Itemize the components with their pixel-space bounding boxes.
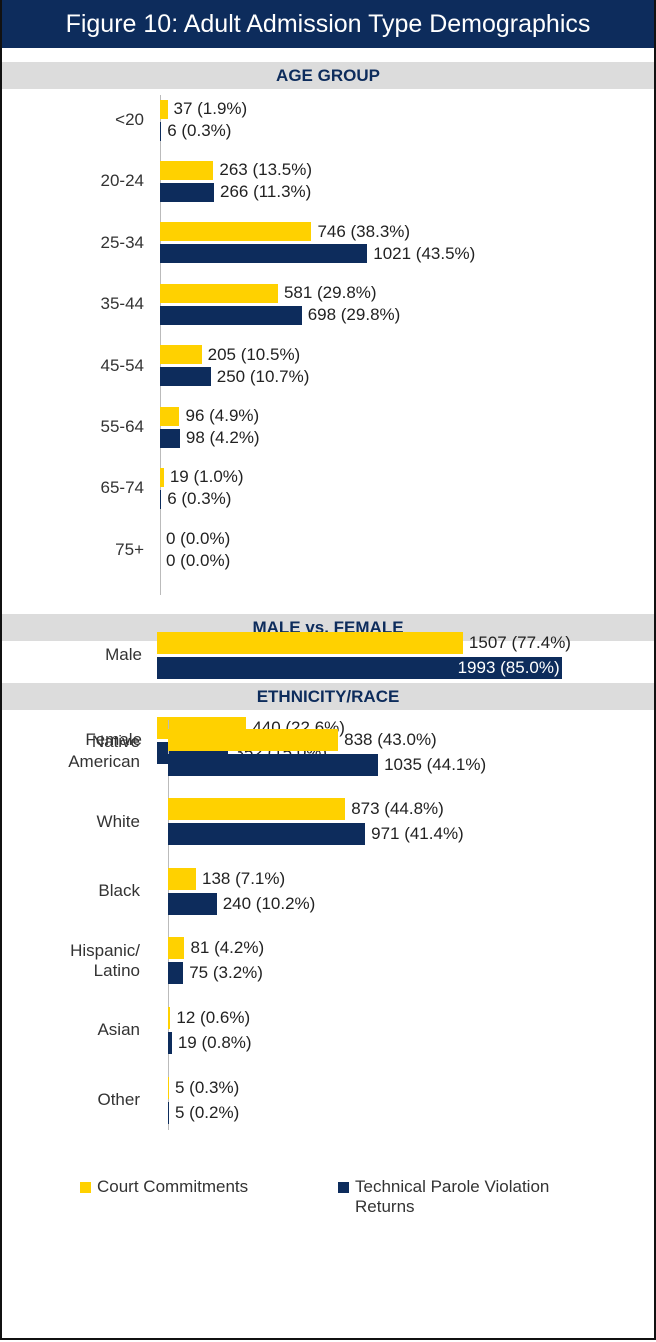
bar xyxy=(168,1006,171,1029)
bar xyxy=(160,406,180,426)
value-label: 1507 (77.4%) xyxy=(468,632,571,652)
value-label: 12 (0.6%) xyxy=(176,1007,251,1027)
bar xyxy=(160,182,214,202)
category-label: 35-44 xyxy=(100,294,144,314)
axis-line xyxy=(168,720,169,1130)
category-label: Native American xyxy=(68,732,140,771)
value-label: 838 (43.0%) xyxy=(344,729,437,749)
category-label: Other xyxy=(97,1090,140,1109)
value-label: 6 (0.3%) xyxy=(167,489,232,509)
bar xyxy=(168,798,346,821)
category-label: Asian xyxy=(97,1020,140,1040)
bar xyxy=(168,1031,172,1054)
category-label: Male xyxy=(105,645,142,664)
category-label: Black xyxy=(98,881,140,901)
category-label: 45-54 xyxy=(100,355,144,375)
bar xyxy=(157,656,562,679)
bar xyxy=(160,244,368,264)
value-label: 75 (3.2%) xyxy=(189,963,263,983)
value-label: 98 (4.2%) xyxy=(185,428,260,447)
bar xyxy=(168,1076,169,1099)
value-label: 698 (29.8%) xyxy=(307,305,401,325)
value-label: 240 (10.2%) xyxy=(222,893,316,913)
bar xyxy=(168,937,185,960)
panel-title: ETHNICITY/RACE xyxy=(2,683,654,710)
category-label: 75+ xyxy=(115,539,144,559)
bar xyxy=(160,345,202,365)
value-label: 266 (11.3%) xyxy=(219,182,312,202)
value-label: 263 (13.5%) xyxy=(219,160,312,180)
value-label: 205 (10.5%) xyxy=(207,344,301,364)
category-label: Hispanic/ Latino xyxy=(70,940,140,980)
value-label: 746 (38.3%) xyxy=(317,221,411,241)
value-label: 37 (1.9%) xyxy=(173,99,248,118)
value-label: 1035 (44.1%) xyxy=(384,754,487,774)
value-label: 581 (29.8%) xyxy=(283,283,377,303)
value-label: 1993 (85.0%) xyxy=(457,657,560,677)
bar xyxy=(168,1101,169,1124)
legend-swatch xyxy=(80,1182,91,1193)
category-label: 25-34 xyxy=(100,232,144,252)
value-label: 6 (0.3%) xyxy=(167,121,232,140)
bar xyxy=(160,428,180,448)
value-label: 0 (0.0%) xyxy=(166,550,231,570)
bar xyxy=(168,823,366,846)
value-label: 0 (0.0%) xyxy=(166,528,231,548)
bar xyxy=(160,489,162,509)
bar xyxy=(160,283,278,303)
panel-title: AGE GROUP xyxy=(2,62,654,89)
bar xyxy=(160,160,214,180)
category-label: White xyxy=(96,811,140,831)
legend-swatch xyxy=(338,1182,349,1193)
bar xyxy=(157,631,463,654)
value-label: 96 (4.9%) xyxy=(185,406,260,425)
bar xyxy=(168,753,379,776)
figure-title: Figure 10: Adult Admission Type Demograp… xyxy=(2,0,654,48)
value-label: 5 (0.2%) xyxy=(175,1102,240,1122)
bar xyxy=(168,728,339,751)
bar xyxy=(168,892,217,915)
value-label: 873 (44.8%) xyxy=(351,799,444,819)
bar xyxy=(160,222,312,242)
category-label: Female xyxy=(85,730,142,749)
value-label: 971 (41.4%) xyxy=(371,824,464,844)
axis-line xyxy=(160,95,161,595)
bar xyxy=(168,867,196,890)
bar xyxy=(160,305,302,325)
legend-label: Court Commitments xyxy=(97,1177,249,1196)
bar xyxy=(160,467,164,487)
value-label: 19 (1.0%) xyxy=(169,467,244,487)
value-label: 81 (4.2%) xyxy=(190,938,265,958)
bar xyxy=(160,99,168,119)
category-label: <20 xyxy=(115,110,144,129)
legend-label: Technical Parole Violation Returns xyxy=(355,1177,550,1216)
value-label: 5 (0.3%) xyxy=(175,1077,240,1097)
category-label: 20-24 xyxy=(100,171,144,191)
bar xyxy=(168,962,184,985)
category-label: 65-74 xyxy=(100,478,144,498)
value-label: 1021 (43.5%) xyxy=(373,243,476,263)
value-label: 138 (7.1%) xyxy=(202,868,286,888)
category-label: 55-64 xyxy=(100,417,144,436)
bar xyxy=(160,367,211,387)
value-label: 19 (0.8%) xyxy=(177,1032,252,1052)
bar xyxy=(160,121,162,141)
value-label: 250 (10.7%) xyxy=(216,366,310,386)
